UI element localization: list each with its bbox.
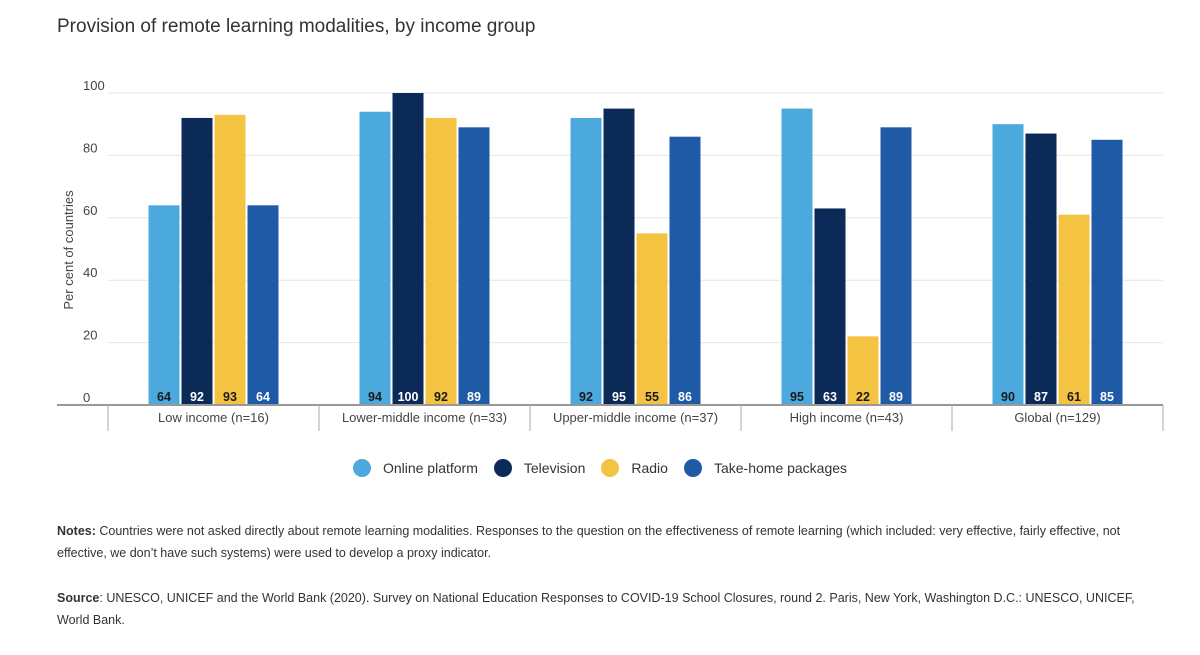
notes-text: Countries were not asked directly about …	[57, 524, 1121, 560]
bar-value-label: 89	[467, 390, 481, 404]
bar	[247, 205, 279, 405]
bar	[359, 111, 391, 405]
bar	[148, 205, 180, 405]
bar	[992, 124, 1024, 405]
bar	[425, 117, 457, 406]
chart-title: Provision of remote learning modalities,…	[57, 16, 536, 37]
bar-value-label: 92	[579, 390, 593, 404]
bar-value-label: 92	[434, 390, 448, 404]
bar-value-label: 61	[1067, 390, 1081, 404]
bar-value-label: 95	[790, 390, 804, 404]
bar	[570, 117, 602, 406]
chart-legend: Online platform Television Radio Take-home …	[0, 459, 1200, 477]
legend-swatch	[352, 459, 371, 477]
legend-label: Radio	[631, 460, 668, 476]
x-tick-label: Global (n=129)	[1014, 410, 1100, 425]
legend-swatch	[493, 459, 512, 477]
legend-swatch	[683, 459, 702, 477]
bar	[814, 208, 846, 405]
bar	[880, 127, 912, 405]
x-tick-label: Upper-middle income (n=37)	[553, 410, 718, 425]
x-tick-label: Lower-middle income (n=33)	[342, 410, 507, 425]
bar	[214, 114, 246, 405]
bar	[181, 117, 213, 406]
legend-label: Online platform	[382, 460, 478, 476]
bar	[603, 108, 635, 405]
bar-value-label: 64	[157, 390, 171, 404]
legend-label: Television	[523, 460, 586, 476]
bar-value-label: 100	[398, 390, 419, 404]
y-tick-label: 60	[83, 203, 97, 218]
legend-item: Radio	[601, 459, 668, 477]
source: Source: UNESCO, UNICEF and the World Ban…	[57, 587, 1167, 631]
bar-value-label: 22	[856, 390, 870, 404]
notes-label: Notes:	[57, 524, 96, 538]
bar-value-label: 55	[645, 390, 659, 404]
bar-value-label: 86	[678, 390, 692, 404]
bar-value-label: 85	[1100, 390, 1114, 404]
bar-value-label: 63	[823, 390, 837, 404]
y-tick-label: 20	[83, 328, 97, 343]
y-axis-label: Per cent of countries	[61, 190, 76, 310]
bar-value-label: 90	[1001, 390, 1015, 404]
y-tick-label: 40	[83, 265, 97, 280]
bar-value-label: 87	[1034, 390, 1048, 404]
bar-value-label: 64	[256, 390, 270, 404]
bar	[669, 136, 701, 405]
y-tick-label: 100	[83, 78, 105, 93]
legend-item: Take-home packages	[683, 459, 848, 477]
bar	[1025, 133, 1057, 405]
bar	[392, 93, 424, 405]
bar-value-label: 93	[223, 390, 237, 404]
bar-value-label: 95	[612, 390, 626, 404]
source-label: Source	[57, 591, 100, 605]
bar-chart: 0 20 40 60 80 100 Per cent of countries 64 92 93 6…	[57, 78, 1164, 431]
y-tick-label: 80	[83, 140, 97, 155]
bar-value-label: 89	[889, 390, 903, 404]
legend-item: Television	[493, 459, 586, 477]
bar-value-label: 92	[190, 390, 204, 404]
bar	[781, 108, 813, 405]
bar	[1058, 214, 1090, 405]
bar	[847, 336, 879, 405]
x-tick-label: Low income (n=16)	[158, 410, 269, 425]
x-tick-label: High income (n=43)	[790, 410, 904, 425]
legend-item: Online platform	[352, 459, 478, 477]
y-tick-label: 0	[83, 390, 90, 405]
bar	[636, 233, 668, 405]
bar	[458, 127, 490, 405]
bar-value-label: 94	[368, 390, 382, 404]
notes: Notes: Countries were not asked directly…	[57, 520, 1167, 564]
bar	[1091, 139, 1123, 406]
legend-swatch	[601, 459, 620, 477]
source-text: : UNESCO, UNICEF and the World Bank (202…	[57, 591, 1135, 627]
legend-label: Take-home packages	[713, 460, 848, 476]
